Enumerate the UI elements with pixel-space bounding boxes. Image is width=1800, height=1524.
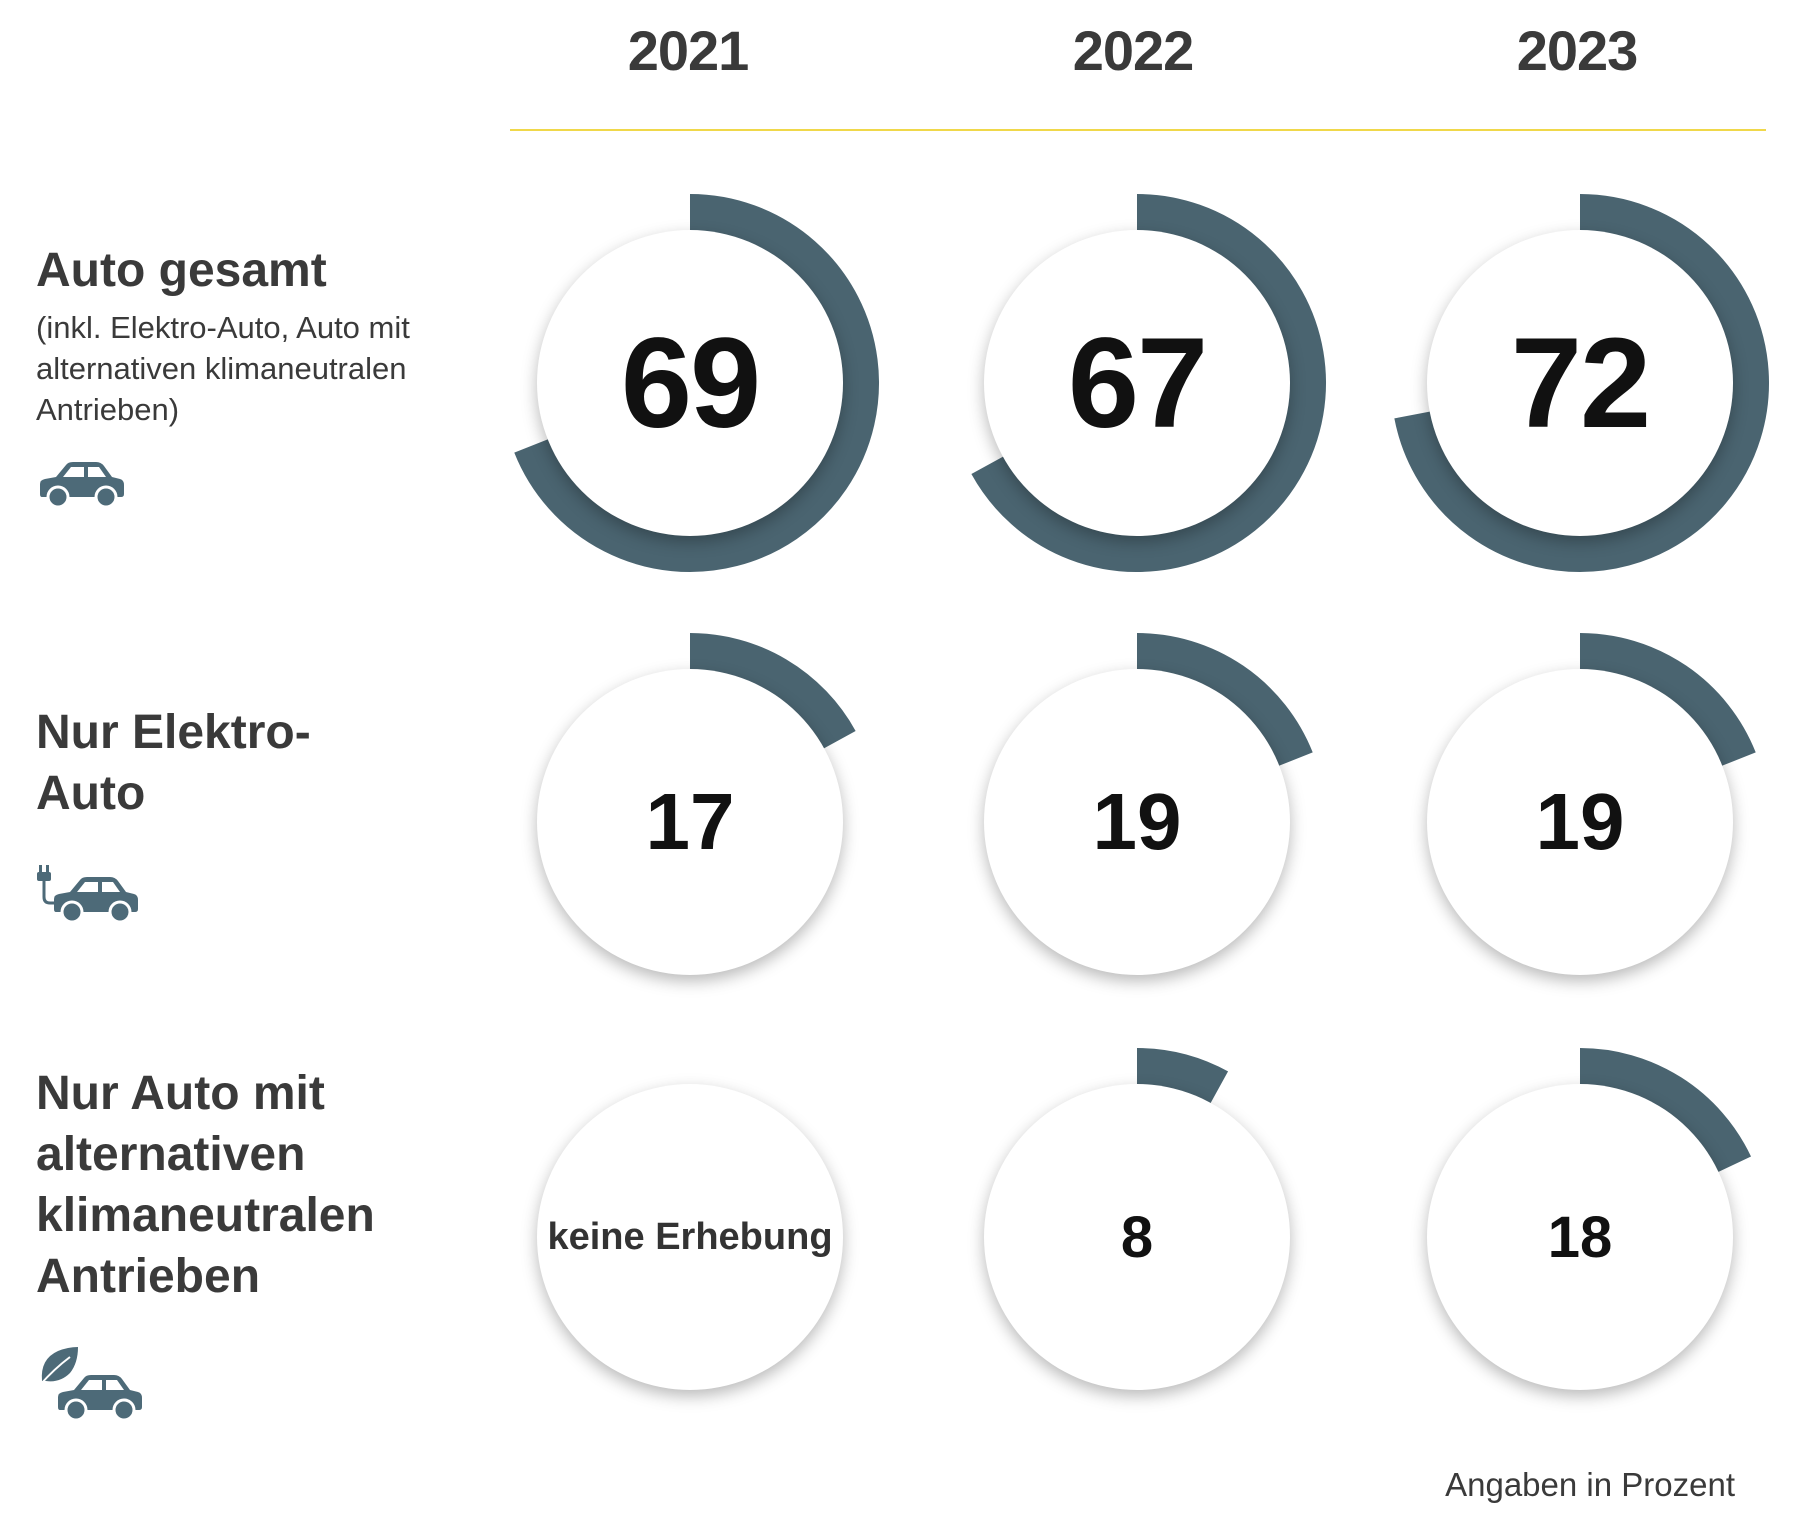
year-header-2023: 2023	[1516, 19, 1639, 82]
gauge-arc	[1579, 633, 1756, 767]
gauge-circle	[537, 1084, 843, 1390]
gauge-arc	[1136, 633, 1313, 767]
gauge-value: 72	[1510, 311, 1651, 455]
gauge-circle	[537, 230, 843, 536]
gauge-cell: 72	[1380, 183, 1780, 583]
row-title: Auto gesamt	[36, 244, 327, 297]
gauge-arc	[971, 194, 1326, 572]
gauge-arc	[1394, 194, 1769, 572]
gauge-circle	[537, 669, 843, 975]
gauge-circle	[1427, 230, 1733, 536]
gauge-cell: 67	[937, 183, 1337, 583]
row-label-elektro-auto: Nur Elektro-Auto	[36, 702, 356, 824]
gauge-arc	[1579, 1048, 1752, 1174]
gauge-arc	[689, 633, 856, 750]
gauge-cell: 8	[937, 1037, 1337, 1437]
gauge-svg	[1579, 633, 1756, 767]
gauge-cell: 18	[1380, 1037, 1780, 1437]
gauge-value: 67	[1067, 311, 1208, 455]
gauge-circle	[1427, 669, 1733, 975]
gauge-value: 17	[645, 777, 735, 866]
gauge-value: 8	[1120, 1204, 1154, 1270]
gauge-svg	[1136, 1048, 1229, 1105]
row-label-klimaneutral: Nur Auto mit alternativen klimaneutralen…	[36, 1063, 436, 1307]
electric-car-icon	[36, 865, 141, 930]
car-icon	[36, 460, 126, 515]
gauge-svg	[1579, 1048, 1752, 1174]
gauge-arc	[514, 194, 879, 572]
gauge-cell: keine Erhebung	[490, 1037, 890, 1437]
gauge-cell: 17	[490, 622, 890, 1022]
gauge-value: 19	[1535, 777, 1625, 866]
gauge-svg	[971, 194, 1326, 572]
gauge-circle	[1427, 1084, 1733, 1390]
row-subtitle: (inkl. Elektro-Auto, Auto mit alternativ…	[36, 310, 410, 427]
gauge-svg	[1136, 633, 1313, 767]
gauge-value: 18	[1547, 1204, 1613, 1270]
gauge-circle	[984, 669, 1290, 975]
header-divider	[510, 129, 1766, 131]
row-title: Nur Elektro-Auto	[36, 706, 311, 820]
gauge-cell: 19	[937, 622, 1337, 1022]
gauge-cell: 19	[1380, 622, 1780, 1022]
row-label-auto-gesamt: Auto gesamt (inkl. Elektro-Auto, Auto mi…	[36, 240, 476, 430]
gauge-circle	[984, 1084, 1290, 1390]
row-title: Nur Auto mit alternativen klimaneutralen…	[36, 1067, 375, 1303]
leaf-car-icon	[36, 1345, 146, 1430]
gauge-value: 19	[1092, 777, 1182, 866]
gauge-note: keine Erhebung	[547, 1216, 833, 1258]
gauge-arc	[1136, 1048, 1229, 1105]
year-header-2022: 2022	[1072, 19, 1195, 82]
footnote: Angaben in Prozent	[1445, 1466, 1735, 1503]
gauge-value: 69	[620, 311, 761, 455]
gauge-cell: 69	[490, 183, 890, 583]
year-header-2021: 2021	[627, 19, 750, 82]
gauge-svg	[689, 633, 856, 750]
gauge-svg	[1394, 194, 1769, 572]
gauge-circle	[984, 230, 1290, 536]
gauge-svg	[514, 194, 879, 572]
